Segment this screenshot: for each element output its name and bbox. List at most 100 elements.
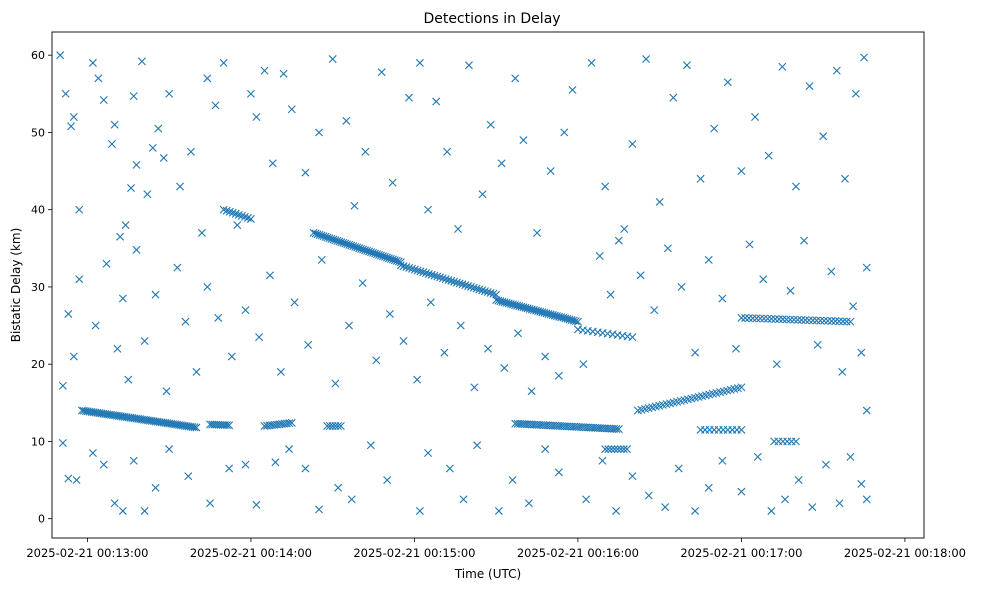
detection-marker xyxy=(148,143,157,152)
marker-stroke xyxy=(337,238,346,247)
detection-marker xyxy=(342,116,351,125)
marker-stroke xyxy=(500,298,509,307)
marker-stroke xyxy=(285,445,294,454)
marker-stroke xyxy=(515,302,524,311)
marker-stroke xyxy=(335,237,344,246)
marker-stroke xyxy=(748,314,757,323)
detection-marker xyxy=(835,499,844,508)
detection-marker xyxy=(268,159,277,168)
detection-marker xyxy=(677,282,686,291)
marker-stroke xyxy=(394,257,403,266)
marker-stroke xyxy=(225,421,234,430)
marker-stroke xyxy=(669,93,678,102)
marker-stroke xyxy=(219,58,228,67)
detection-marker xyxy=(775,315,784,324)
detection-marker xyxy=(500,364,509,373)
marker-stroke xyxy=(413,375,422,384)
detection-marker xyxy=(64,309,73,318)
detection-marker xyxy=(469,283,478,292)
marker-stroke xyxy=(781,495,790,504)
marker-stroke xyxy=(192,367,201,376)
detection-marker xyxy=(192,423,201,432)
detection-marker xyxy=(560,128,569,137)
marker-stroke xyxy=(767,314,776,323)
detection-marker xyxy=(745,240,754,249)
marker-stroke xyxy=(805,82,814,91)
marker-stroke xyxy=(508,300,517,309)
marker-stroke xyxy=(422,269,431,278)
detection-marker xyxy=(241,460,250,469)
marker-stroke xyxy=(661,503,670,512)
marker-stroke xyxy=(151,483,160,492)
detection-marker xyxy=(424,269,433,278)
marker-stroke xyxy=(91,321,100,330)
detection-marker xyxy=(610,445,619,454)
detection-marker xyxy=(613,445,622,454)
detection-marker xyxy=(723,78,732,87)
detection-marker xyxy=(72,476,81,485)
marker-stroke xyxy=(737,167,746,176)
marker-stroke xyxy=(328,55,337,64)
detection-marker xyxy=(771,315,780,324)
marker-stroke xyxy=(496,297,505,306)
marker-stroke xyxy=(550,311,559,320)
detection-marker xyxy=(366,441,375,450)
detection-marker xyxy=(127,184,136,193)
detection-marker xyxy=(813,340,822,349)
detection-marker xyxy=(554,371,563,380)
detection-marker xyxy=(790,315,799,324)
marker-stroke xyxy=(696,174,705,183)
detection-marker xyxy=(405,263,414,272)
marker-stroke xyxy=(782,315,791,324)
marker-stroke xyxy=(317,255,326,264)
detection-marker xyxy=(416,267,425,276)
marker-stroke xyxy=(377,68,386,77)
marker-stroke xyxy=(450,277,459,286)
marker-stroke xyxy=(552,312,561,321)
marker-stroke xyxy=(347,495,356,504)
marker-stroke xyxy=(304,340,313,349)
marker-stroke xyxy=(241,460,250,469)
marker-stroke xyxy=(410,265,419,274)
marker-stroke xyxy=(233,221,242,230)
detection-marker xyxy=(438,274,447,283)
marker-stroke xyxy=(184,472,193,481)
detection-marker xyxy=(831,317,840,326)
marker-stroke xyxy=(523,304,532,313)
detection-marker xyxy=(595,252,604,261)
marker-stroke xyxy=(771,315,780,324)
detection-marker xyxy=(838,317,847,326)
marker-stroke xyxy=(565,315,574,324)
data-points xyxy=(56,51,871,515)
detection-marker xyxy=(827,317,836,326)
marker-stroke xyxy=(805,316,814,325)
marker-stroke xyxy=(359,245,368,254)
detection-marker xyxy=(75,205,84,214)
marker-stroke xyxy=(778,315,787,324)
marker-stroke xyxy=(353,243,362,252)
marker-stroke xyxy=(260,66,269,75)
marker-stroke xyxy=(334,421,343,430)
marker-stroke xyxy=(604,445,613,454)
x-axis-label: Time (UTC) xyxy=(454,567,521,581)
marker-stroke xyxy=(710,124,719,133)
detection-marker xyxy=(478,286,487,295)
detection-marker xyxy=(345,321,354,330)
marker-stroke xyxy=(745,240,754,249)
detection-marker xyxy=(805,82,814,91)
detection-marker xyxy=(113,344,122,353)
detection-marker xyxy=(99,95,108,104)
y-tick-label: 10 xyxy=(31,435,45,448)
marker-stroke xyxy=(107,140,116,149)
marker-stroke xyxy=(554,371,563,380)
detection-marker xyxy=(266,271,274,280)
detection-marker xyxy=(466,282,475,291)
x-tick-label: 2025-02-21 00:17:00 xyxy=(680,546,802,560)
detection-marker xyxy=(102,259,111,268)
detection-marker xyxy=(211,101,220,110)
detection-marker xyxy=(573,317,582,326)
marker-stroke xyxy=(691,506,700,515)
x-tick-label: 2025-02-21 00:14:00 xyxy=(190,546,312,560)
marker-stroke xyxy=(513,301,522,310)
